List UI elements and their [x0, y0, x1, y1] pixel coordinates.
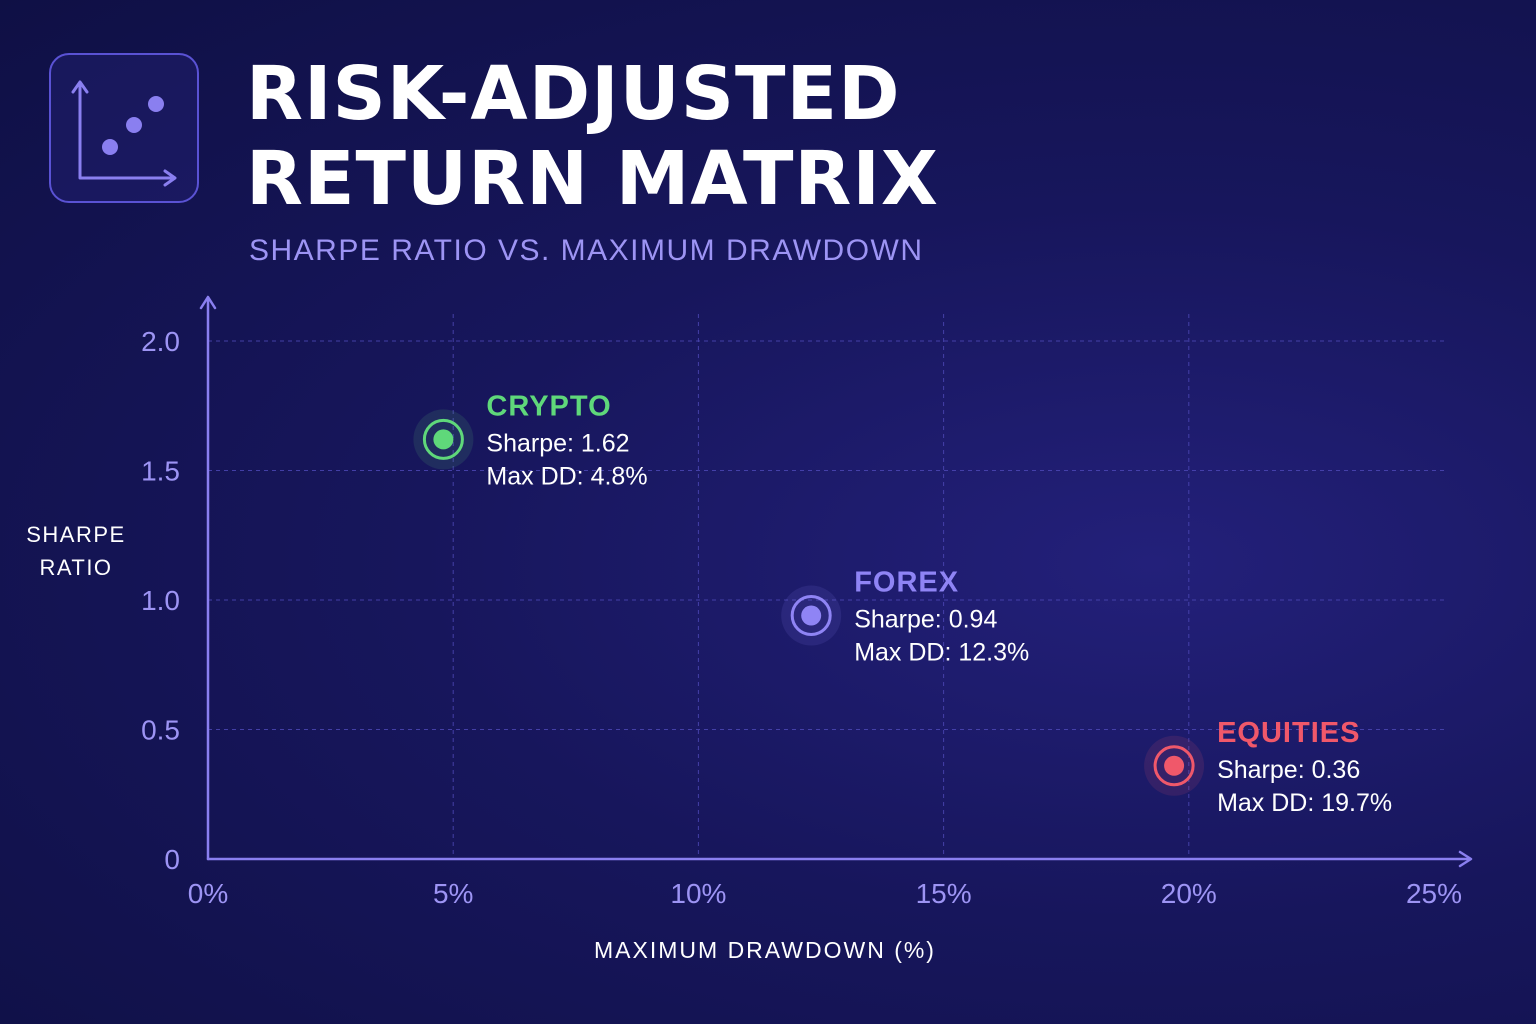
point-name-label: EQUITIES: [1217, 717, 1360, 749]
x-tick-label: 0%: [188, 878, 228, 909]
y-axis-arrow: [199, 295, 217, 310]
data-point-ring: [422, 418, 464, 460]
page-subtitle: SHARPE RATIO VS. MAXIMUM DRAWDOWN: [249, 234, 924, 267]
y-tick-label: 0.5: [141, 715, 180, 746]
point-sharpe-label: Sharpe: 0.94: [854, 606, 997, 634]
x-axis-label: MAXIMUM DRAWDOWN (%): [594, 937, 936, 963]
y-tick-label: 1.0: [141, 585, 180, 616]
data-point: [801, 605, 822, 626]
y-axis-label: SHARPE RATIO: [26, 522, 126, 580]
y-tick-label: 2.0: [141, 326, 180, 357]
x-tick-label: 15%: [916, 878, 972, 909]
point-drawdown-label: Max DD: 4.8%: [486, 462, 647, 490]
point-sharpe-label: Sharpe: 1.62: [486, 429, 629, 457]
point-drawdown-label: Max DD: 19.7%: [1217, 789, 1392, 817]
x-tick-label: 5%: [433, 878, 473, 909]
point-drawdown-label: Max DD: 12.3%: [854, 639, 1029, 667]
x-axis-arrow: [1458, 850, 1473, 868]
point-name-label: FOREX: [854, 567, 959, 599]
scatter-plot-icon: [71, 80, 177, 187]
x-tick-label: 20%: [1161, 878, 1217, 909]
x-tick-label: 10%: [670, 878, 726, 909]
logo-badge: [49, 53, 199, 203]
data-point: [1164, 755, 1185, 776]
page-title: RISK-ADJUSTED RETURN MATRIX: [246, 51, 939, 222]
data-point-ring: [1153, 745, 1195, 787]
data-point: [433, 429, 454, 450]
point-name-label: CRYPTO: [486, 390, 611, 422]
point-sharpe-label: Sharpe: 0.36: [1217, 756, 1360, 784]
x-tick-label: 25%: [1406, 878, 1462, 909]
y-tick-label: 0: [164, 844, 180, 875]
y-tick-label: 1.5: [141, 456, 180, 487]
data-point-ring: [790, 595, 832, 637]
